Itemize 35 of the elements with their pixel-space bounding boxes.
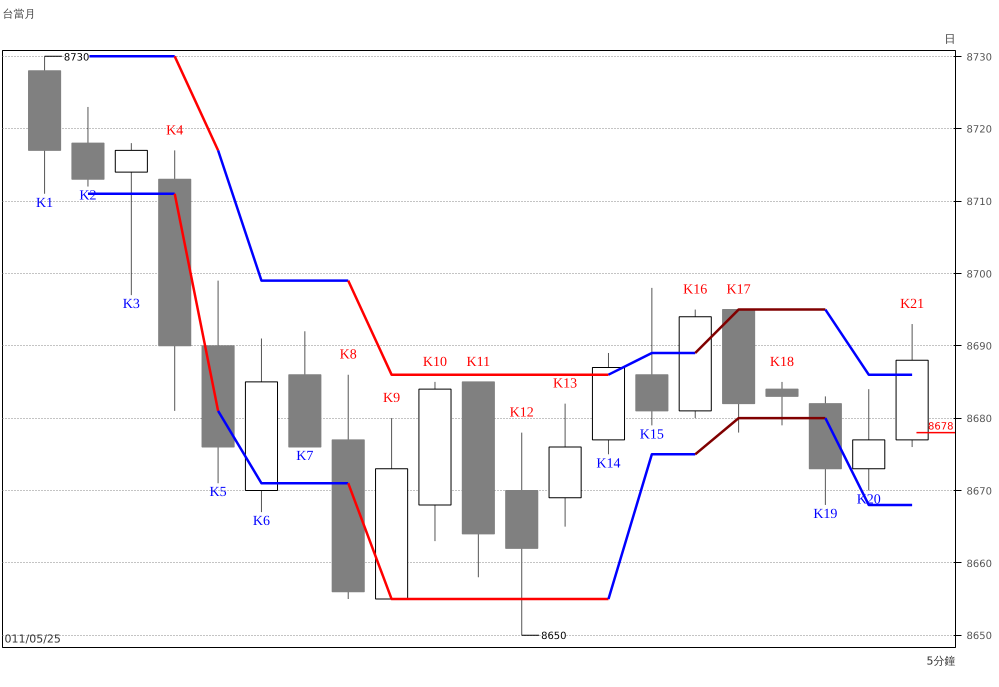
annotation: K9 bbox=[383, 391, 400, 406]
annotation: K19 bbox=[813, 506, 838, 522]
annotation: K12 bbox=[510, 406, 534, 421]
ref-line-label: 8678 bbox=[928, 422, 954, 433]
y-tick-label: 8680 bbox=[966, 414, 992, 426]
y-tick-label: 8720 bbox=[966, 124, 992, 136]
chart-title: 台當月 bbox=[2, 8, 36, 20]
annotation: K18 bbox=[770, 354, 794, 370]
y-tick-label: 8710 bbox=[966, 197, 992, 208]
annotation: K17 bbox=[726, 282, 751, 298]
annotation: K21 bbox=[900, 297, 924, 312]
annotation: K6 bbox=[252, 514, 270, 530]
annotation: K11 bbox=[466, 354, 490, 370]
annotation: K1 bbox=[36, 196, 54, 211]
y-tick-label: 8650 bbox=[966, 631, 992, 642]
y-tick-label: 8670 bbox=[966, 486, 992, 498]
y-tick-label: 8690 bbox=[966, 342, 992, 353]
annotation: K13 bbox=[553, 376, 578, 392]
annotation: K3 bbox=[122, 297, 140, 312]
annotation: K5 bbox=[210, 485, 227, 500]
annotation: K15 bbox=[640, 427, 664, 442]
annotation: K8 bbox=[340, 348, 357, 363]
text: 日 bbox=[944, 32, 956, 46]
annotation: K7 bbox=[296, 449, 314, 464]
annotation: K4 bbox=[166, 123, 184, 138]
annotation: K10 bbox=[422, 354, 448, 370]
annotation: 011/05/25 bbox=[4, 632, 61, 646]
text: 5分鐘 bbox=[926, 654, 956, 668]
annotation: K16 bbox=[683, 282, 708, 298]
y-tick-label: 8700 bbox=[966, 269, 992, 280]
y-tick-label: 8730 bbox=[966, 52, 992, 64]
annotation: 8650 bbox=[541, 631, 567, 642]
annotation: 8730 bbox=[64, 52, 90, 64]
y-tick-label: 8660 bbox=[966, 558, 992, 570]
annotation: K14 bbox=[596, 456, 621, 472]
